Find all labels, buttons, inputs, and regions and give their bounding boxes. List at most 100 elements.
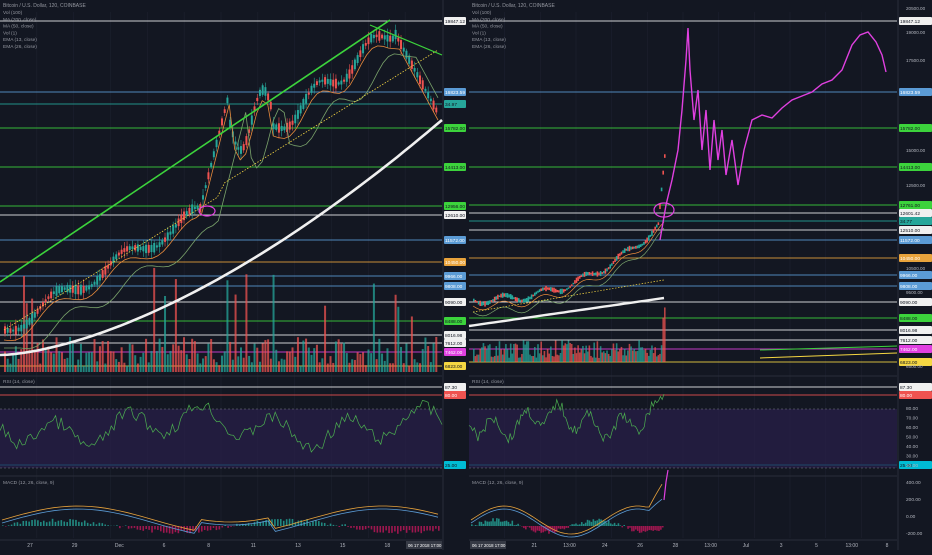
candle-body: [479, 301, 481, 306]
candle-body: [202, 195, 204, 199]
candle-body: [316, 81, 318, 85]
macd-histogram-bar: [374, 526, 376, 532]
macd-histogram-bar: [230, 526, 232, 527]
candle-body: [275, 124, 277, 129]
price-badge-label: 15782.00: [445, 126, 465, 132]
macd-histogram-bar: [589, 520, 591, 526]
volume-bar: [479, 349, 481, 362]
candle-body: [140, 247, 142, 250]
macd-histogram-bar: [537, 526, 539, 531]
volume-bar: [532, 356, 534, 362]
candle-body: [359, 50, 361, 57]
macd-histogram-bar: [213, 526, 215, 528]
candle-body: [569, 286, 571, 288]
candle-body: [297, 110, 299, 119]
candle-body: [292, 121, 294, 125]
candle-body: [603, 271, 605, 274]
price-badge-label: 12956.00: [445, 204, 465, 210]
date-badge-label: 06 17 2018 17:00: [472, 543, 506, 548]
macd-histogram-bar: [438, 526, 440, 531]
macd-histogram-bar: [558, 526, 560, 528]
macd-histogram-bar: [134, 526, 136, 528]
candle-body: [433, 101, 435, 110]
macd-histogram-bar: [385, 526, 387, 530]
price-badge-label: 87.30: [445, 385, 457, 391]
volume-bar: [218, 365, 220, 372]
candle-body: [573, 283, 575, 285]
rsi-axis-tick: 20.00: [906, 463, 918, 469]
rsi-axis-tick: 70.00: [906, 416, 918, 422]
volume-bar: [526, 341, 528, 362]
macd-histogram-bar: [61, 520, 63, 526]
macd-histogram-bar: [8, 525, 10, 526]
volume-bar: [523, 340, 525, 362]
volume-bar: [539, 353, 541, 362]
volume-bar: [338, 339, 340, 372]
macd-histogram-bar: [5, 526, 7, 527]
macd-histogram-bar: [394, 526, 396, 531]
macd-label: MACD (12, 26, close, 9): [3, 480, 55, 486]
candle-body: [397, 38, 399, 42]
macd-histogram-bar: [201, 526, 203, 532]
volume-bar: [653, 353, 655, 362]
macd-histogram-bar: [22, 521, 24, 526]
volume-bar: [643, 350, 645, 362]
x-tick-label: 13:00: [563, 543, 576, 549]
volume-bar: [585, 346, 587, 362]
macd-histogram-bar: [99, 523, 101, 526]
volume-bar: [642, 347, 644, 362]
candle-body: [598, 273, 600, 276]
volume-bar: [661, 345, 663, 362]
x-tick-label: 13:00: [845, 543, 858, 549]
macd-histogram-bar: [610, 523, 612, 526]
candle-body: [18, 328, 20, 332]
volume-bar: [275, 350, 277, 372]
volume-bar: [419, 363, 421, 372]
volume-bar: [595, 358, 597, 362]
candle-body: [75, 285, 77, 294]
macd-histogram-bar: [309, 523, 311, 526]
x-tick-label: 11: [251, 543, 256, 549]
volume-bar: [77, 360, 79, 372]
candle-body: [237, 147, 239, 149]
macd-histogram-bar: [492, 518, 494, 526]
macd-histogram-bar: [521, 526, 523, 527]
volume-bar: [126, 366, 128, 372]
x-tick-label: 21: [531, 543, 537, 549]
candle-body: [629, 246, 631, 251]
volume-bar: [278, 361, 280, 372]
volume-bar: [536, 358, 538, 362]
candle-body: [256, 98, 258, 101]
volume-bar: [294, 357, 296, 372]
volume-bar: [186, 354, 188, 372]
volume-bar: [651, 345, 653, 362]
volume-bar: [516, 345, 518, 362]
macd-histogram-bar: [341, 524, 343, 526]
volume-bar: [427, 346, 429, 372]
volume-bar: [53, 354, 55, 372]
rsi-band: [0, 409, 442, 468]
volume-bar: [499, 341, 501, 362]
candle-body: [61, 286, 63, 292]
candle-body: [153, 243, 155, 252]
macd-histogram-bar: [37, 520, 39, 526]
candle-body: [500, 294, 502, 298]
volume-bar: [365, 365, 367, 372]
volume-bar: [658, 355, 660, 362]
candle-body: [513, 297, 515, 299]
price-badge-label: 8016.98: [445, 333, 463, 339]
candle-body: [553, 288, 555, 293]
price-axis-tick: 20500.00: [906, 6, 926, 11]
volume-bar: [584, 353, 586, 362]
candle-body: [544, 288, 546, 290]
candle-body: [491, 300, 493, 302]
macd-histogram-bar: [277, 519, 279, 526]
macd-histogram-bar: [523, 526, 525, 528]
x-tick-label: Jul: [743, 543, 749, 549]
candle-body: [251, 115, 253, 124]
macd-histogram-bar: [432, 526, 434, 531]
candle-body: [635, 246, 637, 249]
candle-body: [526, 298, 528, 302]
macd-histogram-bar: [587, 520, 589, 526]
